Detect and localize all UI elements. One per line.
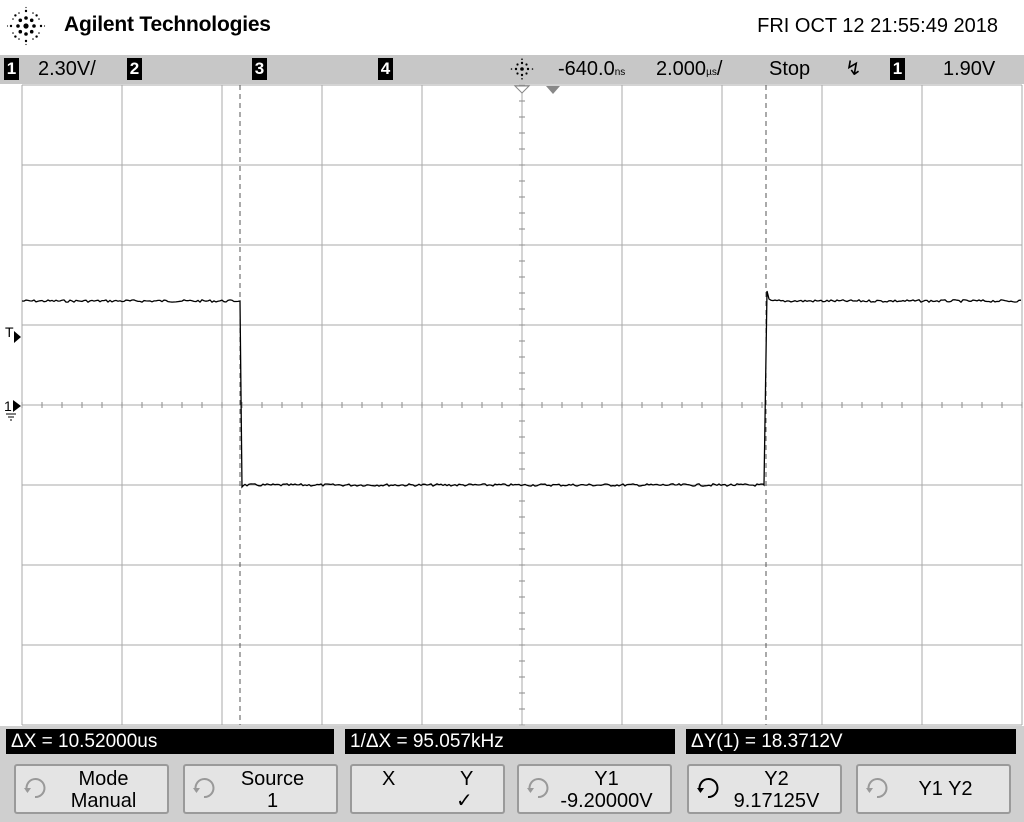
trigger-level-marker: T bbox=[5, 324, 14, 340]
brand-name: Agilent Technologies bbox=[64, 13, 271, 36]
time-reference-icon bbox=[513, 85, 531, 94]
y-selected-check-icon: ✓ bbox=[456, 790, 473, 812]
delta-x-readout: ΔX = 10.52000us bbox=[6, 729, 334, 754]
graticule-ticks bbox=[21, 84, 1023, 726]
delay-readout: -640.0ns bbox=[558, 57, 625, 85]
channel-1-trace bbox=[21, 290, 1022, 489]
channel-1-scale: 2.30V/ bbox=[38, 58, 96, 80]
timebase-value: 2.000 bbox=[656, 58, 707, 80]
agilent-spark-logo-icon bbox=[6, 6, 46, 46]
y2-label: Y2 bbox=[764, 768, 789, 790]
active-knob-icon bbox=[697, 778, 719, 799]
delay-knob-icon bbox=[510, 58, 534, 80]
y1-softkey[interactable]: Y1 -9.20000V bbox=[517, 764, 672, 814]
source-softkey[interactable]: Source 1 bbox=[183, 764, 338, 814]
channel-1-key[interactable]: 1 bbox=[4, 58, 19, 80]
date-time: FRI OCT 12 21:55:49 2018 bbox=[757, 15, 998, 37]
source-label: Source bbox=[240, 768, 305, 790]
timebase-suffix: / bbox=[716, 58, 723, 80]
timebase-readout: 2.000µs/ bbox=[656, 57, 722, 85]
channel-2-key[interactable]: 2 bbox=[127, 58, 142, 80]
trigger-level-arrow-icon bbox=[14, 331, 21, 343]
source-value: 1 bbox=[266, 790, 279, 812]
ground-symbol-icon bbox=[6, 413, 16, 421]
y1-y2-label: Y1 Y2 bbox=[918, 778, 973, 800]
channel-4-key[interactable]: 4 bbox=[378, 58, 393, 80]
cursor-lines bbox=[239, 85, 767, 725]
y2-value: 9.17125V bbox=[733, 790, 820, 812]
run-state: Stop bbox=[769, 58, 811, 80]
x-option: X bbox=[382, 768, 396, 790]
delay-marker-icon bbox=[546, 86, 560, 94]
channel-3-key[interactable]: 3 bbox=[252, 58, 267, 80]
trigger-slope-icon: ↯ bbox=[845, 58, 862, 80]
knob-icon bbox=[866, 778, 888, 799]
delay-value: -640.0 bbox=[558, 58, 615, 80]
timebase-unit: µs bbox=[706, 67, 717, 78]
waveform-display: T 1 bbox=[4, 84, 1023, 726]
knob-icon bbox=[527, 778, 549, 799]
y1-label: Y1 bbox=[594, 768, 619, 790]
mode-value: Manual bbox=[70, 790, 137, 812]
knob-icon bbox=[193, 778, 215, 799]
mode-softkey[interactable]: Mode Manual bbox=[14, 764, 169, 814]
mode-label: Mode bbox=[78, 768, 129, 790]
status-bar: 1 2.30V/ 2 3 4 -640.0ns 2.000µs/ Stop ↯ … bbox=[0, 55, 1024, 84]
ground-arrow-icon bbox=[13, 400, 21, 412]
knob-icon bbox=[24, 778, 46, 799]
y1-value: -9.20000V bbox=[560, 790, 653, 812]
cursor-menu: ΔX = 10.52000us 1/ΔX = 95.057kHz ΔY(1) =… bbox=[0, 726, 1024, 822]
y-option: Y bbox=[460, 768, 474, 790]
inverse-delta-x-readout: 1/ΔX = 95.057kHz bbox=[345, 729, 675, 754]
y2-softkey[interactable]: Y2 9.17125V bbox=[687, 764, 842, 814]
channel-1-ground-marker: 1 bbox=[4, 398, 12, 414]
title-bar: Agilent Technologies FRI OCT 12 21:55:49… bbox=[0, 0, 1024, 55]
delay-unit: ns bbox=[614, 67, 626, 78]
xy-softkey[interactable]: X Y ✓ bbox=[350, 764, 505, 814]
y1-y2-softkey[interactable]: Y1 Y2 bbox=[856, 764, 1011, 814]
trigger-level: 1.90V bbox=[943, 58, 996, 80]
trigger-source-key[interactable]: 1 bbox=[890, 58, 905, 80]
delta-y-readout: ΔY(1) = 18.3712V bbox=[686, 729, 1016, 754]
